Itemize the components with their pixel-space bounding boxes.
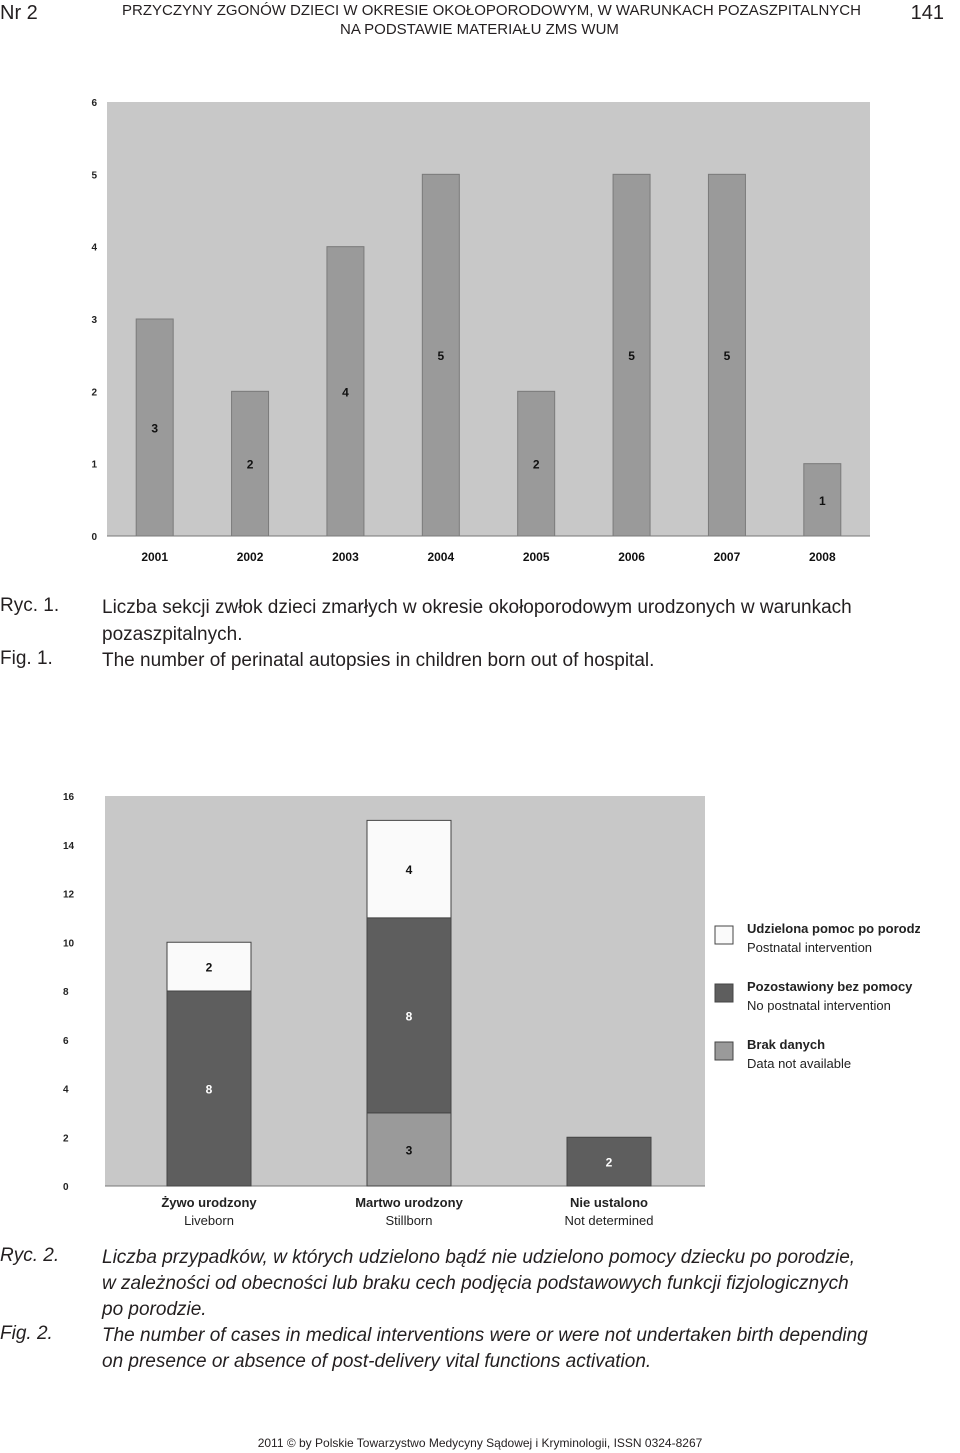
- segment-data-label: 4: [406, 863, 413, 877]
- x-tick-label: 2008: [809, 550, 836, 564]
- y-tick-label: 2: [91, 387, 97, 398]
- stacked-bar-segment: [166, 990, 252, 1187]
- y-tick-label: 3: [91, 315, 97, 326]
- x-tick-label: 2007: [714, 550, 741, 564]
- x-tick-label-pl: Martwo urodzony: [355, 1195, 463, 1210]
- figure-2-caption-pl-line-1: Liczba przypadków, w których udzielono b…: [102, 1247, 856, 1268]
- y-tick-label: 4: [91, 243, 97, 254]
- stacked-bar-segment: [166, 941, 252, 992]
- figure-1-caption-pl-line-1: Liczba sekcji zwłok dzieci zmarłych w ok…: [102, 597, 852, 618]
- y-tick-label: 8: [63, 987, 69, 998]
- y-tick-label: 6: [63, 1036, 69, 1047]
- legend-swatch: [714, 1041, 734, 1061]
- x-tick-label-en: Stillborn: [386, 1213, 433, 1228]
- running-title-line-1: PRZYCZYNY ZGONÓW DZIECI W OKRESIE OKOŁOP…: [122, 2, 861, 19]
- y-tick-label: 16: [63, 792, 75, 803]
- figure-2-caption-en-line-2: on presence or absence of post-delivery …: [102, 1351, 652, 1372]
- x-tick-label: 2006: [618, 550, 645, 564]
- legend-swatch: [714, 925, 734, 945]
- figure-1-fig-label: Fig. 1.: [0, 648, 53, 669]
- y-tick-label: 10: [63, 938, 75, 949]
- page-number: 141: [910, 2, 944, 24]
- y-tick-label: 1: [91, 460, 97, 471]
- segment-data-label: 2: [606, 1156, 613, 1170]
- x-tick-label-en: Liveborn: [184, 1213, 234, 1228]
- bar-data-label: 5: [724, 349, 731, 363]
- stacked-bar-segment: [566, 1136, 652, 1187]
- x-tick-label: 2003: [332, 550, 359, 564]
- bar: [231, 390, 270, 537]
- bar-data-label: 2: [247, 458, 254, 472]
- figure-2-fig-label: Fig. 2.: [0, 1323, 53, 1344]
- bar-data-label: 4: [342, 385, 349, 399]
- figure-1-ryc-label: Ryc. 1.: [0, 595, 60, 616]
- stacked-bar-segment: [366, 1112, 452, 1187]
- y-tick-label: 6: [91, 98, 97, 109]
- figure-2-caption-en-line-1: The number of cases in medical intervent…: [102, 1325, 868, 1346]
- y-tick-label: 0: [63, 1182, 69, 1193]
- bar: [707, 173, 746, 537]
- y-tick-label: 0: [91, 532, 97, 543]
- legend-swatch: [714, 983, 734, 1003]
- bar: [421, 173, 460, 537]
- figure-2-ryc-label: Ryc. 2.: [0, 1245, 60, 1266]
- stacked-bar-segment: [366, 819, 452, 919]
- figure-1-chart: 0 1 2 3 4 5 6 3 2001 2 2002 4 2003 5 2004 2 2005 5 2006 5 20…: [91, 98, 870, 564]
- y-tick-label: 5: [91, 170, 97, 181]
- bar: [803, 463, 842, 537]
- figure-2-chart: 0 2 4 6 8 10 12 14 16 8 2 Żywo urodzony Liveborn 3 8 4 M…: [63, 792, 920, 1228]
- bar: [517, 390, 556, 537]
- bar-data-label: 5: [437, 349, 444, 363]
- x-tick-label: 2004: [427, 550, 454, 564]
- x-tick-label-en: Not determined: [565, 1213, 654, 1228]
- stacked-bar-segment: [366, 917, 452, 1114]
- copyright-footer: 2011 © by Polskie Towarzystwo Medycyny S…: [257, 1436, 703, 1450]
- bar: [612, 173, 651, 537]
- plot-area: [107, 102, 870, 536]
- x-tick-label-pl: Nie ustalono: [570, 1195, 648, 1210]
- x-tick-label: 2002: [237, 550, 264, 564]
- legend-label-pl: Pozostawiony bez pomocy: [747, 979, 913, 994]
- bar-data-label: 1: [819, 494, 826, 508]
- y-tick-label: 4: [63, 1085, 69, 1096]
- journal-issue: Nr 2: [0, 2, 38, 24]
- figure-1-caption-pl-line-2: pozaszpitalnych.: [102, 624, 243, 645]
- x-tick-label-pl: Żywo urodzony: [161, 1195, 257, 1210]
- bar-data-label: 2: [533, 458, 540, 472]
- segment-data-label: 8: [406, 1009, 413, 1023]
- legend-label-en: Data not available: [747, 1056, 851, 1071]
- figure-2-caption-pl-line-3: po porodzie.: [102, 1299, 207, 1320]
- bar-data-label: 3: [151, 422, 158, 436]
- legend-label-pl: Udzielona pomoc po porodzie: [747, 921, 920, 936]
- x-tick-label: 2001: [141, 550, 168, 564]
- running-title-line-2: NA PODSTAWIE MATERIAŁU ZMS WUM: [340, 21, 619, 38]
- figure-2-caption-pl-line-2: w zależności od obecności lub braku cech…: [102, 1273, 849, 1294]
- legend-label-en: Postnatal intervention: [747, 940, 872, 955]
- segment-data-label: 2: [206, 961, 213, 975]
- figure-1-caption-en: The number of perinatal autopsies in chi…: [102, 650, 655, 671]
- bar: [135, 318, 174, 537]
- x-tick-label: 2005: [523, 550, 550, 564]
- bar-data-label: 5: [628, 349, 635, 363]
- legend-label-pl: Brak danych: [747, 1037, 825, 1052]
- y-tick-label: 2: [63, 1133, 69, 1144]
- bar: [326, 246, 365, 537]
- segment-data-label: 3: [406, 1143, 413, 1157]
- segment-data-label: 8: [206, 1083, 213, 1097]
- y-tick-label: 14: [63, 841, 75, 852]
- legend-label-en: No postnatal intervention: [747, 998, 891, 1013]
- y-tick-label: 12: [63, 890, 75, 901]
